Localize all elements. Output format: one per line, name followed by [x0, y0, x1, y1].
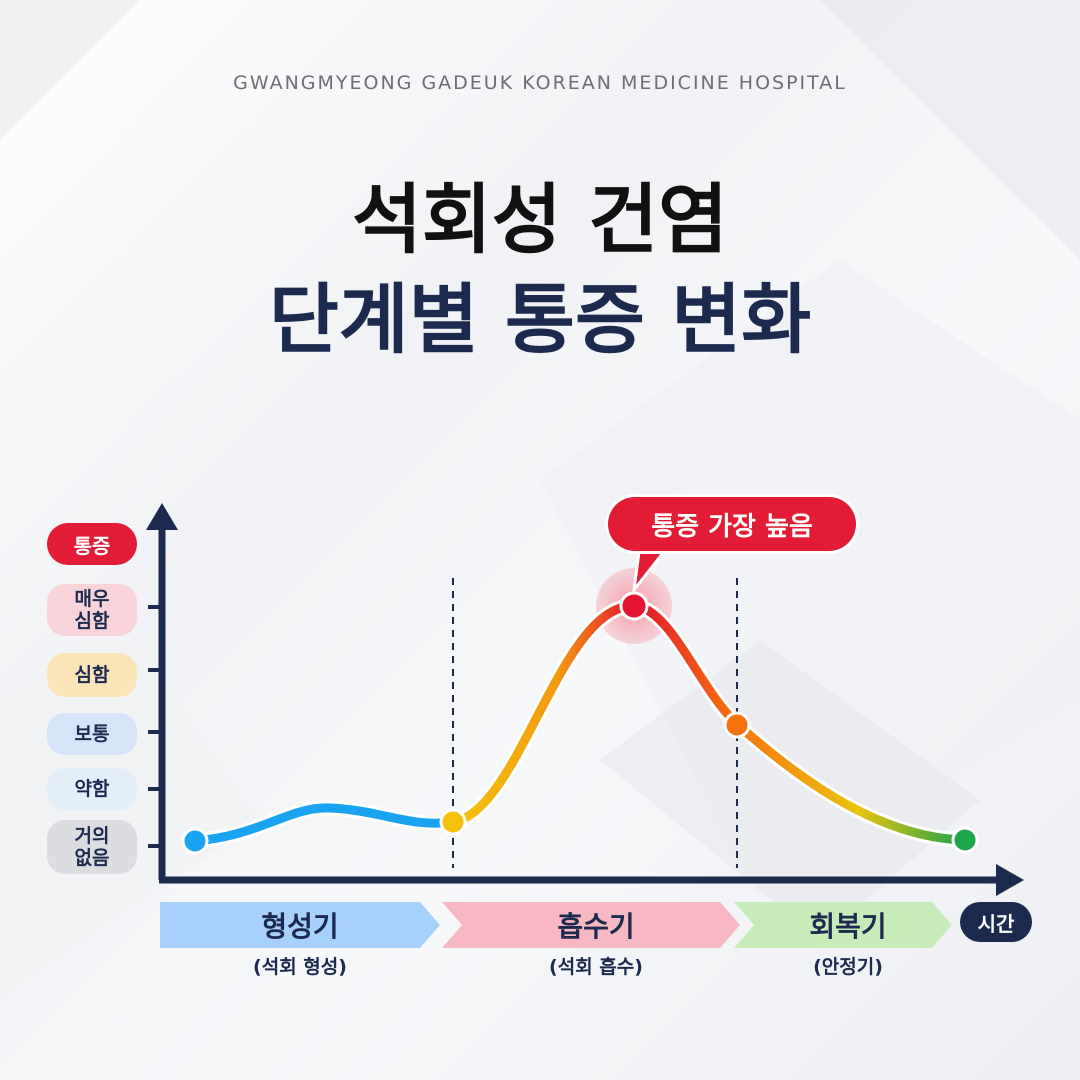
phase-absorption-sub: (석회 흡수) — [549, 956, 643, 978]
phase-recovery-name: 회복기 — [809, 910, 887, 943]
point-recovery-start — [723, 711, 751, 739]
pain-level-label: 보통 — [74, 723, 110, 745]
pain-level-mild: 약함 — [47, 768, 137, 810]
page-title-line2: 단계별 통증 변화 — [268, 275, 812, 364]
phase-bar-formation — [160, 902, 440, 948]
y-axis-label: 통증 — [47, 523, 137, 565]
pain-level-label: 없음 — [74, 847, 110, 869]
page-title-line1: 석회성 건염 — [351, 175, 729, 264]
phase-bar-recovery — [734, 902, 952, 948]
pain-level-moderate: 보통 — [47, 713, 137, 755]
phase-formation-name: 형성기 — [261, 910, 339, 943]
hospital-name: GWANGMYEONG GADEUK KOREAN MEDICINE HOSPI… — [233, 72, 847, 94]
point-absorption-start — [439, 808, 467, 836]
point-start — [181, 827, 209, 855]
pain-level-severe: 심함 — [47, 653, 137, 697]
pain-level-label: 약함 — [74, 778, 110, 800]
point-end — [951, 826, 979, 854]
pain-level-label: 매우 — [74, 588, 110, 610]
phase-recovery-sub: (안정기) — [813, 956, 883, 978]
phase-absorption-name: 흡수기 — [557, 910, 635, 943]
peak-callout: 통증 가장 높음 — [608, 497, 856, 551]
pain-level-label: 심함 — [74, 610, 110, 632]
pain-curve — [190, 601, 970, 846]
pain-level-very-severe: 매우 심함 — [47, 584, 137, 636]
pain-level-label: 거의 — [74, 825, 110, 847]
x-axis-arrow — [996, 864, 1024, 896]
phase-bar-absorption — [442, 902, 740, 948]
point-peak — [619, 591, 649, 621]
pain-level-label: 심함 — [74, 664, 110, 686]
x-axis-label: 시간 — [960, 902, 1032, 942]
pain-level-almost-none: 거의 없음 — [47, 820, 137, 874]
y-axis-arrow — [146, 503, 178, 530]
phase-formation-sub: (석회 형성) — [253, 956, 347, 978]
